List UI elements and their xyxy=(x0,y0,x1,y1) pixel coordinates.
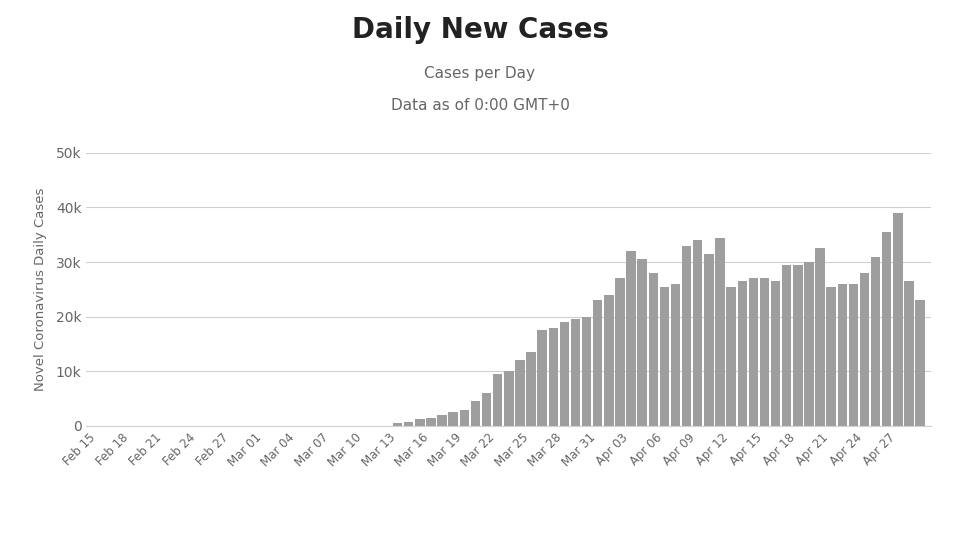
Bar xyxy=(448,412,458,426)
Bar xyxy=(827,287,836,426)
Bar xyxy=(759,278,769,426)
Bar xyxy=(727,287,736,426)
Bar xyxy=(837,284,847,426)
Bar xyxy=(626,251,636,426)
Bar xyxy=(460,410,469,426)
Bar xyxy=(882,232,892,426)
Bar xyxy=(715,238,725,426)
Bar xyxy=(470,401,480,426)
Bar xyxy=(649,273,658,426)
Bar xyxy=(404,422,414,426)
Bar xyxy=(604,295,613,426)
Bar xyxy=(482,393,492,426)
Bar xyxy=(660,287,669,426)
Bar xyxy=(493,374,502,426)
Bar xyxy=(615,278,625,426)
Bar xyxy=(582,317,591,426)
Bar xyxy=(916,300,924,426)
Bar xyxy=(849,284,858,426)
Bar xyxy=(793,265,803,426)
Bar xyxy=(693,240,703,426)
Bar xyxy=(904,281,914,426)
Bar xyxy=(593,300,603,426)
Bar xyxy=(871,257,880,426)
Bar xyxy=(637,259,647,426)
Bar xyxy=(671,284,681,426)
Bar xyxy=(704,254,713,426)
Y-axis label: Novel Coronavirus Daily Cases: Novel Coronavirus Daily Cases xyxy=(35,188,47,391)
Bar xyxy=(737,281,747,426)
Bar xyxy=(749,278,758,426)
Bar xyxy=(815,248,825,426)
Bar xyxy=(782,265,791,426)
Bar xyxy=(438,415,446,426)
Bar xyxy=(504,371,514,426)
Bar xyxy=(426,418,436,426)
Bar xyxy=(516,360,525,426)
Bar xyxy=(571,319,580,426)
Bar xyxy=(771,281,780,426)
Bar xyxy=(893,213,902,426)
Text: Data as of 0:00 GMT+0: Data as of 0:00 GMT+0 xyxy=(391,98,569,113)
Bar xyxy=(415,419,424,426)
Bar xyxy=(560,322,569,426)
Bar xyxy=(393,423,402,426)
Bar xyxy=(548,328,558,426)
Bar xyxy=(860,273,869,426)
Text: Cases per Day: Cases per Day xyxy=(424,66,536,80)
Bar xyxy=(538,330,547,426)
Bar xyxy=(682,246,691,426)
Bar xyxy=(526,352,536,426)
Text: Daily New Cases: Daily New Cases xyxy=(351,16,609,44)
Bar xyxy=(804,262,814,426)
